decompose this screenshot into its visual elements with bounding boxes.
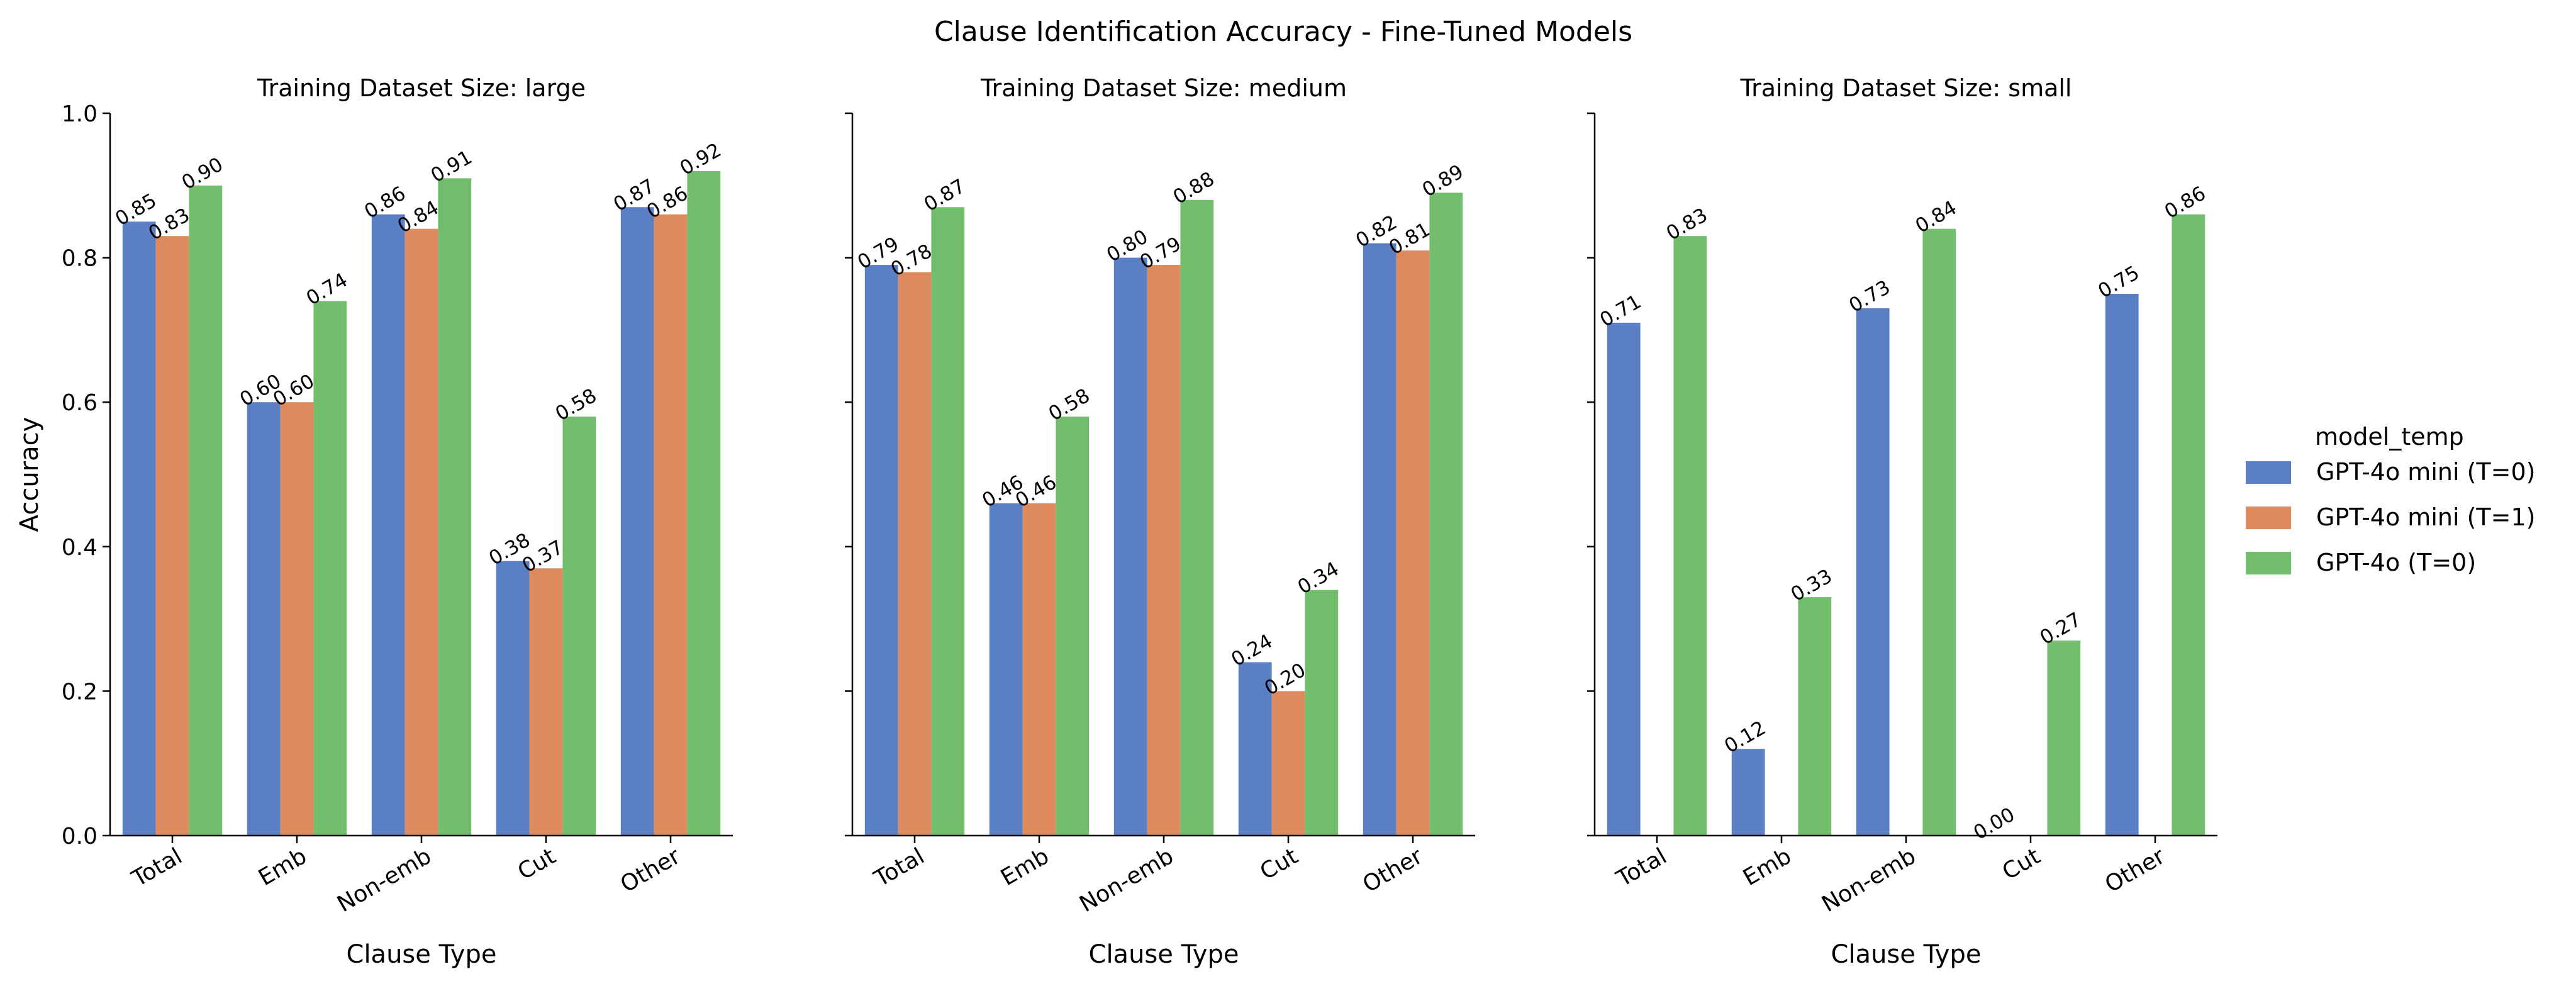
bar <box>155 236 189 836</box>
x-tick-label: Total <box>1612 843 1671 892</box>
x-tick-label: Emb <box>254 843 311 891</box>
bar <box>1607 322 1641 836</box>
bar <box>1429 193 1463 836</box>
bar <box>562 417 596 836</box>
panel-title: Training Dataset Size: medium <box>980 74 1347 102</box>
bar <box>1271 691 1305 836</box>
bar <box>654 214 688 836</box>
y-tick-label: 0.0 <box>62 824 98 849</box>
legend-swatch <box>2246 552 2291 574</box>
legend-swatch <box>2246 461 2291 484</box>
x-tick-label: Non-emb <box>333 843 435 917</box>
bar <box>1673 236 1707 836</box>
bar <box>247 402 281 836</box>
x-tick-label: Emb <box>1739 843 1795 891</box>
x-tick-label: Non-emb <box>1075 843 1178 917</box>
bar <box>313 301 347 836</box>
bar <box>1056 417 1090 836</box>
panel-title: Training Dataset Size: large <box>257 74 586 102</box>
y-tick-label: 0.2 <box>62 679 98 705</box>
y-tick-label: 0.8 <box>62 246 98 272</box>
bar <box>189 185 223 836</box>
bar <box>1305 590 1339 836</box>
bar <box>280 402 314 836</box>
bar <box>438 178 472 836</box>
bar <box>1238 662 1272 836</box>
x-axis-label: Clause Type <box>1089 940 1239 969</box>
bar <box>1363 243 1397 836</box>
x-tick-label: Non-emb <box>1817 843 1920 917</box>
chart-title: Clause Identification Accuracy - Fine-Tu… <box>934 16 1632 48</box>
y-axis-label: Accuracy <box>15 417 44 532</box>
x-tick-label: Total <box>869 843 928 892</box>
y-tick-label: 1.0 <box>62 101 98 127</box>
bar <box>1147 265 1181 836</box>
bar <box>1396 250 1430 836</box>
x-tick-label: Cut <box>1256 843 1302 885</box>
bar <box>989 503 1023 836</box>
legend-title: model_temp <box>2315 423 2464 451</box>
bar <box>898 272 932 836</box>
bar <box>1731 749 1765 836</box>
bar <box>496 561 530 836</box>
bar <box>2105 294 2139 836</box>
x-tick-label: Other <box>616 843 684 898</box>
panel-title: Training Dataset Size: small <box>1739 74 2071 102</box>
bar <box>2047 641 2081 836</box>
x-tick-label: Cut <box>513 843 560 885</box>
legend-entry: GPT-4o mini (T=0) <box>2316 458 2535 486</box>
x-tick-label: Emb <box>996 843 1053 891</box>
legend-entry: GPT-4o mini (T=1) <box>2316 503 2535 531</box>
legend-swatch <box>2246 507 2291 529</box>
bar <box>1798 597 1832 836</box>
y-tick-label: 0.4 <box>62 535 98 561</box>
bar <box>1180 199 1214 836</box>
bar <box>2172 214 2205 836</box>
bar <box>864 265 898 836</box>
bar <box>529 568 563 836</box>
y-tick-label: 0.6 <box>62 390 98 416</box>
x-tick-label: Other <box>1358 843 1427 898</box>
bar <box>122 221 156 836</box>
bar <box>931 207 965 836</box>
bar <box>687 171 721 836</box>
bar <box>1922 228 1956 836</box>
legend-entry: GPT-4o (T=0) <box>2316 549 2476 576</box>
x-axis-label: Clause Type <box>1831 940 1982 969</box>
bar <box>404 228 438 836</box>
bar <box>371 214 405 836</box>
bar <box>1113 257 1147 836</box>
bar <box>620 207 654 836</box>
x-tick-label: Total <box>127 843 186 892</box>
x-tick-label: Other <box>2100 843 2169 898</box>
x-axis-label: Clause Type <box>347 940 497 969</box>
bar <box>1856 308 1890 836</box>
bar <box>1022 503 1056 836</box>
data-label: 0.00 <box>1970 803 2019 844</box>
x-tick-label: Cut <box>1998 843 2044 885</box>
